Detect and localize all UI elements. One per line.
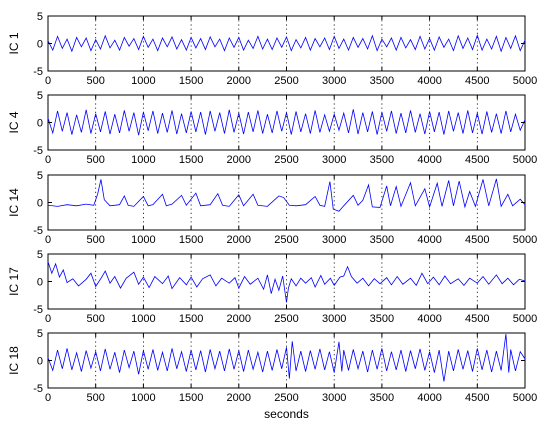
x-tick-label: 3000	[322, 313, 346, 325]
x-tick-label: 4500	[465, 154, 489, 166]
x-tick-label: 1500	[179, 313, 203, 325]
x-tick-label: 0	[45, 234, 51, 246]
x-tick-label: 2500	[274, 313, 298, 325]
x-tick-label: 500	[87, 313, 105, 325]
y-tick-label: -5	[33, 66, 43, 78]
x-tick-label: 4500	[465, 234, 489, 246]
x-tick-label: 3500	[370, 392, 394, 404]
x-axis-label: seconds	[264, 407, 309, 421]
x-tick-label: 1000	[131, 234, 155, 246]
x-tick-label: 3500	[370, 234, 394, 246]
x-tick-label: 4000	[417, 75, 441, 87]
y-tick-label: -5	[33, 145, 43, 157]
y-axis-label: IC 14	[7, 188, 21, 217]
x-tick-label: 1000	[131, 75, 155, 87]
y-tick-label: -5	[33, 383, 43, 395]
series-line	[47, 178, 526, 212]
series-line	[47, 109, 526, 136]
x-tick-label: 3000	[322, 75, 346, 87]
x-tick-label: 0	[45, 75, 51, 87]
x-tick-label: 4500	[465, 75, 489, 87]
x-tick-label: 0	[45, 154, 51, 166]
panel-1: 0 500 1000 1500 2000 2500 3000 3500 4000 4500 5000…	[7, 11, 537, 87]
x-tick-label: 4500	[465, 313, 489, 325]
x-tick-label: 0	[45, 392, 51, 404]
panel-3: 0 500 1000 1500 2000 2500 3000 3500 4000 4500 5000…	[7, 170, 537, 246]
x-tick-label: 4500	[465, 392, 489, 404]
y-tick-label: 0	[37, 198, 43, 210]
x-tick-label: 3500	[370, 313, 394, 325]
y-tick-label: -5	[33, 225, 43, 237]
series-line	[47, 334, 526, 382]
x-tick-label: 5000	[513, 234, 537, 246]
x-tick-label: 2500	[274, 392, 298, 404]
x-tick-label: 3500	[370, 75, 394, 87]
x-tick-label: 4000	[417, 313, 441, 325]
x-tick-label: 500	[87, 75, 105, 87]
y-tick-label: 0	[37, 39, 43, 51]
panel-2: 0 500 1000 1500 2000 2500 3000 3500 4000 4500 5000…	[7, 90, 537, 166]
x-tick-label: 2000	[227, 392, 251, 404]
x-tick-label: 3500	[370, 154, 394, 166]
x-tick-label: 1500	[179, 75, 203, 87]
x-tick-label: 4000	[417, 392, 441, 404]
x-tick-label: 2500	[274, 154, 298, 166]
y-tick-label: 5	[37, 328, 43, 340]
x-tick-label: 4000	[417, 234, 441, 246]
y-axis-label: IC 1	[7, 32, 21, 54]
y-axis-label: IC 17	[7, 267, 21, 296]
y-tick-label: -5	[33, 304, 43, 316]
x-tick-label: 5000	[513, 392, 537, 404]
y-tick-label: 0	[37, 356, 43, 368]
x-tick-label: 1000	[131, 392, 155, 404]
x-tick-label: 500	[87, 234, 105, 246]
x-tick-label: 2500	[274, 75, 298, 87]
y-tick-label: 0	[37, 118, 43, 130]
y-tick-label: 5	[37, 249, 43, 261]
x-tick-label: 2000	[227, 154, 251, 166]
x-tick-label: 1000	[131, 313, 155, 325]
series-line	[47, 33, 526, 53]
x-tick-label: 2500	[274, 234, 298, 246]
y-axis-label: IC 4	[7, 111, 21, 133]
x-tick-label: 1500	[179, 234, 203, 246]
y-tick-label: 5	[37, 90, 43, 102]
x-tick-label: 5000	[513, 313, 537, 325]
x-tick-label: 2000	[227, 234, 251, 246]
panel-4: 0 500 1000 1500 2000 2500 3000 3500 4000 4500 5000…	[7, 249, 537, 325]
panel-5: 0 500 1000 1500 2000 2500 3000 3500 4000 4500 5000…	[7, 328, 537, 421]
y-tick-label: 5	[37, 170, 43, 182]
series-line	[47, 261, 526, 303]
x-tick-label: 4000	[417, 154, 441, 166]
x-tick-label: 3000	[322, 234, 346, 246]
y-tick-label: 0	[37, 277, 43, 289]
y-tick-label: 5	[37, 11, 43, 23]
x-tick-label: 0	[45, 313, 51, 325]
x-tick-label: 500	[87, 154, 105, 166]
x-tick-label: 3000	[322, 154, 346, 166]
x-tick-label: 1500	[179, 392, 203, 404]
x-tick-label: 5000	[513, 75, 537, 87]
x-tick-label: 2000	[227, 75, 251, 87]
x-tick-label: 2000	[227, 313, 251, 325]
x-tick-label: 1500	[179, 154, 203, 166]
x-tick-label: 1000	[131, 154, 155, 166]
y-axis-label: IC 18	[7, 346, 21, 375]
x-tick-label: 3000	[322, 392, 346, 404]
x-tick-label: 5000	[513, 154, 537, 166]
x-tick-label: 500	[87, 392, 105, 404]
